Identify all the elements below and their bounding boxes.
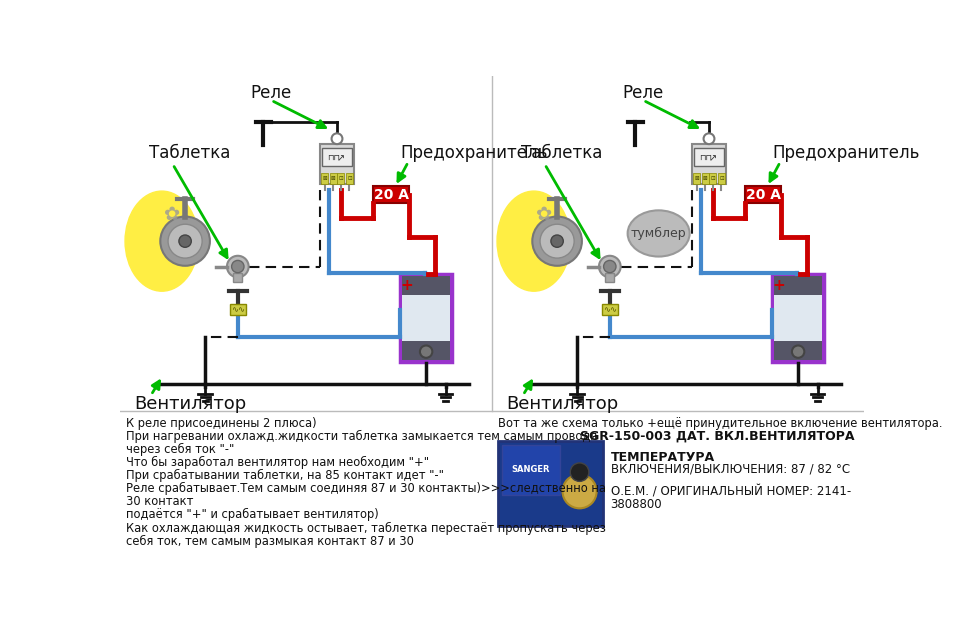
Circle shape bbox=[231, 260, 244, 273]
FancyBboxPatch shape bbox=[399, 274, 452, 362]
Text: ∿∿: ∿∿ bbox=[230, 305, 245, 314]
Circle shape bbox=[179, 235, 191, 248]
FancyBboxPatch shape bbox=[323, 148, 351, 166]
Circle shape bbox=[532, 217, 582, 266]
FancyBboxPatch shape bbox=[321, 173, 328, 184]
Circle shape bbox=[168, 224, 203, 258]
Text: 30 контакт: 30 контакт bbox=[126, 495, 194, 508]
Circle shape bbox=[563, 474, 596, 508]
Text: Предохранитель: Предохранитель bbox=[400, 144, 548, 162]
Ellipse shape bbox=[125, 191, 199, 291]
FancyBboxPatch shape bbox=[602, 304, 617, 315]
Text: Вентилятор: Вентилятор bbox=[506, 395, 618, 413]
Text: +: + bbox=[773, 278, 785, 293]
FancyBboxPatch shape bbox=[605, 273, 614, 282]
Circle shape bbox=[540, 224, 574, 258]
Circle shape bbox=[551, 235, 564, 248]
Text: 3808800: 3808800 bbox=[611, 498, 662, 510]
Text: Вентилятор: Вентилятор bbox=[134, 395, 246, 413]
Text: SGR-150-003 ДАТ. ВКЛ.ВЕНТИЛЯТОРА: SGR-150-003 ДАТ. ВКЛ.ВЕНТИЛЯТОРА bbox=[580, 430, 854, 443]
FancyBboxPatch shape bbox=[774, 276, 822, 295]
FancyBboxPatch shape bbox=[337, 173, 345, 184]
FancyBboxPatch shape bbox=[692, 144, 726, 184]
Text: ✿: ✿ bbox=[164, 205, 180, 224]
Text: ⊡: ⊡ bbox=[339, 176, 343, 181]
Circle shape bbox=[570, 463, 588, 481]
Text: ⊠: ⊠ bbox=[331, 176, 335, 181]
Text: Таблетка: Таблетка bbox=[150, 144, 230, 162]
Circle shape bbox=[792, 345, 804, 358]
Text: Предохранитель: Предохранитель bbox=[773, 144, 920, 162]
Circle shape bbox=[160, 217, 210, 266]
Text: Реле срабатывает.Тем самым соединяя 87 и 30 контакты)>>>следственно на: Реле срабатывает.Тем самым соединяя 87 и… bbox=[126, 482, 606, 495]
FancyBboxPatch shape bbox=[709, 173, 716, 184]
FancyBboxPatch shape bbox=[230, 304, 246, 315]
Circle shape bbox=[331, 134, 343, 144]
FancyBboxPatch shape bbox=[694, 148, 724, 166]
Text: О.Е.М. / ОРИГИНАЛЬНЫЙ НОМЕР: 2141-: О.Е.М. / ОРИГИНАЛЬНЫЙ НОМЕР: 2141- bbox=[611, 485, 851, 498]
Circle shape bbox=[420, 345, 432, 358]
Text: ⊠: ⊠ bbox=[694, 176, 699, 181]
FancyBboxPatch shape bbox=[693, 173, 700, 184]
Text: ⊡: ⊡ bbox=[348, 176, 351, 181]
Text: 20 А: 20 А bbox=[746, 188, 780, 202]
Text: ⊠: ⊠ bbox=[703, 176, 708, 181]
FancyBboxPatch shape bbox=[329, 173, 337, 184]
Text: К реле присоединены 2 плюса): К реле присоединены 2 плюса) bbox=[126, 416, 317, 430]
Text: +: + bbox=[400, 278, 413, 293]
FancyBboxPatch shape bbox=[402, 276, 450, 295]
FancyBboxPatch shape bbox=[718, 173, 725, 184]
Text: ⊡: ⊡ bbox=[710, 176, 715, 181]
Text: При срабатывании таблетки, на 85 контакт идет "-": При срабатывании таблетки, на 85 контакт… bbox=[126, 469, 444, 482]
Text: Реле: Реле bbox=[251, 84, 292, 102]
Ellipse shape bbox=[628, 210, 689, 256]
FancyBboxPatch shape bbox=[498, 442, 603, 526]
Text: через себя ток "-": через себя ток "-" bbox=[126, 443, 234, 456]
Text: ✿: ✿ bbox=[536, 205, 552, 224]
FancyBboxPatch shape bbox=[774, 295, 822, 341]
FancyBboxPatch shape bbox=[402, 295, 450, 341]
FancyBboxPatch shape bbox=[233, 273, 243, 282]
Ellipse shape bbox=[497, 191, 570, 291]
Text: При нагревании охлажд.жидкости таблетка замыкается тем самым проводя: При нагревании охлажд.жидкости таблетка … bbox=[126, 430, 597, 443]
FancyBboxPatch shape bbox=[320, 144, 354, 184]
Text: Таблетка: Таблетка bbox=[521, 144, 603, 162]
FancyBboxPatch shape bbox=[745, 186, 781, 203]
Text: ⊓⊓: ⊓⊓ bbox=[327, 152, 341, 161]
FancyBboxPatch shape bbox=[346, 173, 353, 184]
FancyBboxPatch shape bbox=[702, 173, 708, 184]
Text: Что бы заработал вентилятор нам необходим "+": Что бы заработал вентилятор нам необходи… bbox=[126, 456, 429, 469]
FancyBboxPatch shape bbox=[373, 186, 409, 203]
Text: тумблер: тумблер bbox=[631, 227, 686, 240]
Text: Как охлаждающая жидкость остывает, таблетка перестаёт пропускать через: Как охлаждающая жидкость остывает, табле… bbox=[126, 522, 606, 534]
Text: ⊡: ⊡ bbox=[719, 176, 724, 181]
Text: ТЕМПЕРАТУРА: ТЕМПЕРАТУРА bbox=[611, 450, 714, 464]
Text: подаётся "+" и срабатывает вентилятор): подаётся "+" и срабатывает вентилятор) bbox=[126, 508, 379, 522]
Text: себя ток, тем самым размыкая контакт 87 и 30: себя ток, тем самым размыкая контакт 87 … bbox=[126, 534, 414, 547]
FancyBboxPatch shape bbox=[772, 274, 825, 362]
FancyBboxPatch shape bbox=[402, 341, 450, 360]
FancyBboxPatch shape bbox=[774, 341, 822, 360]
Text: SANGER: SANGER bbox=[512, 466, 550, 474]
Circle shape bbox=[604, 260, 616, 273]
Text: Вот та же схема только +ещё принудительное включение вентилятора.: Вот та же схема только +ещё принудительн… bbox=[498, 416, 943, 430]
Text: ↗: ↗ bbox=[337, 154, 345, 164]
Circle shape bbox=[704, 134, 714, 144]
Text: ВКЛЮЧЕНИЯ/ВЫКЛЮЧЕНИЯ: 87 / 82 °С: ВКЛЮЧЕНИЯ/ВЫКЛЮЧЕНИЯ: 87 / 82 °С bbox=[611, 462, 850, 475]
Text: ⊓⊓: ⊓⊓ bbox=[700, 152, 712, 161]
Circle shape bbox=[599, 256, 621, 277]
Text: ↗: ↗ bbox=[708, 154, 717, 164]
Circle shape bbox=[227, 256, 249, 277]
Text: ∿∿: ∿∿ bbox=[603, 305, 616, 314]
FancyBboxPatch shape bbox=[502, 445, 561, 495]
Text: ⊠: ⊠ bbox=[323, 176, 327, 181]
Text: 20 А: 20 А bbox=[373, 188, 409, 202]
Text: Реле: Реле bbox=[622, 84, 663, 102]
